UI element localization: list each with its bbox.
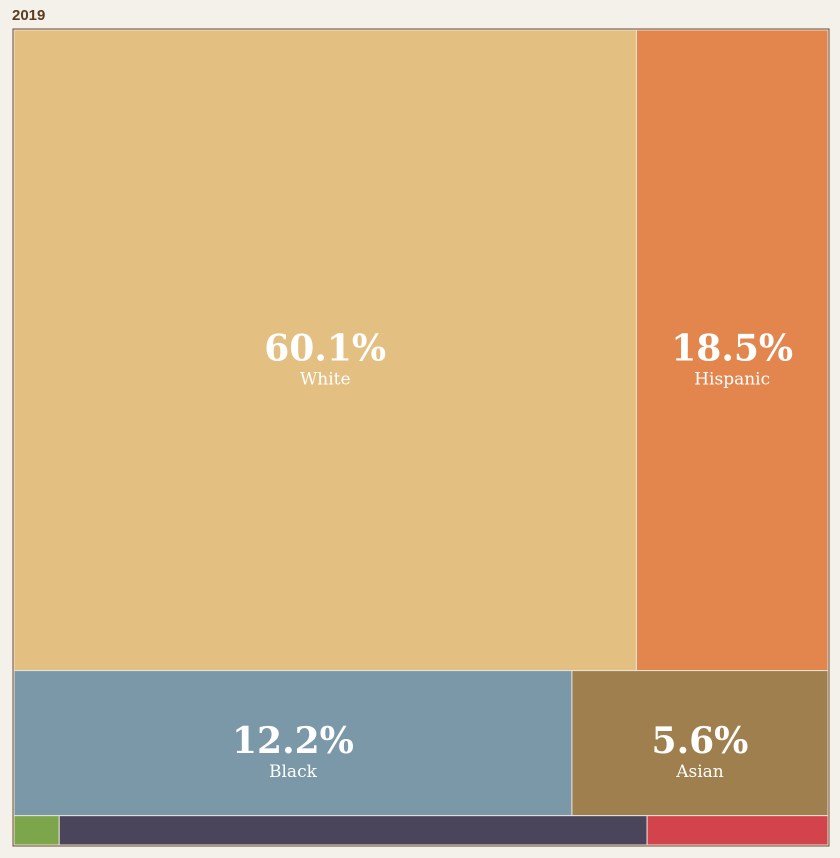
- tile-value-label: 18.5%: [671, 327, 793, 369]
- tile-value-label: 5.6%: [652, 720, 749, 762]
- chart-title: 2019: [12, 7, 45, 24]
- tile: [635, 29, 829, 672]
- tile: [13, 29, 637, 672]
- tile: [13, 670, 573, 817]
- tile: [646, 815, 829, 846]
- tile-value-label: 12.2%: [232, 720, 354, 762]
- tile: [13, 815, 60, 846]
- tile-label: White: [300, 369, 351, 389]
- tile-label: Black: [269, 762, 318, 782]
- tile-label: Asian: [675, 762, 724, 782]
- tile: [571, 670, 829, 817]
- tile: [58, 815, 648, 846]
- tile-value-label: 60.1%: [264, 327, 386, 369]
- tile-label: Hispanic: [694, 369, 770, 389]
